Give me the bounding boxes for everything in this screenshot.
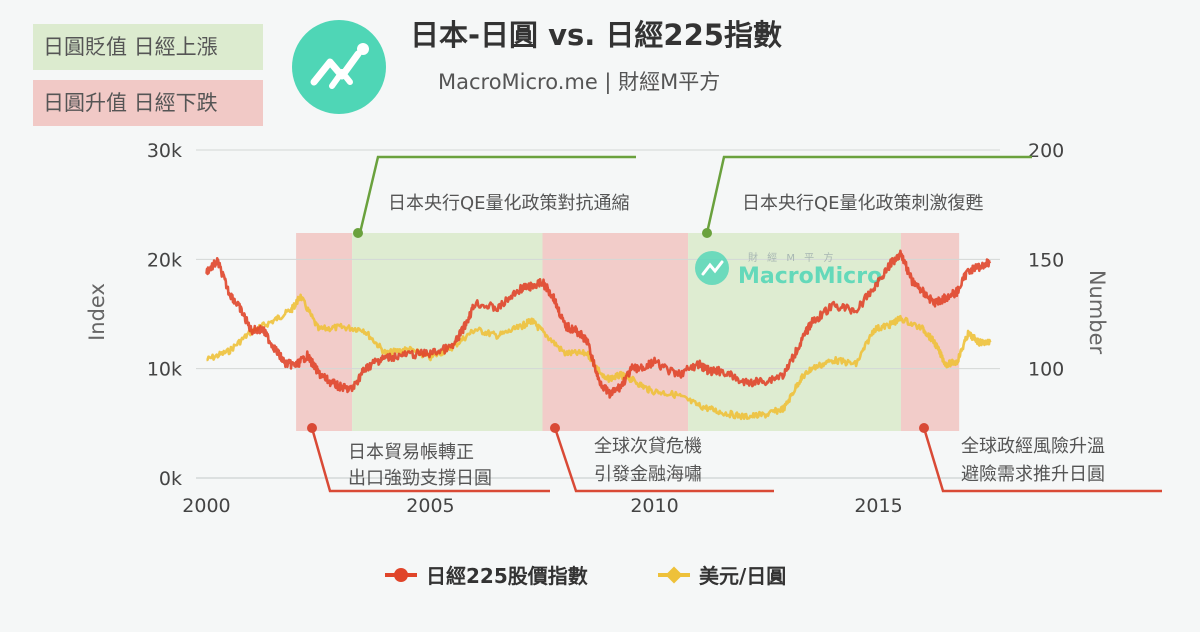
callout-line-qe1: [358, 155, 636, 234]
shaded-period-green-1: [352, 233, 543, 431]
shaded-period-red-4: [900, 233, 960, 431]
watermark: 財 經 M 平 方 MacroMicro: [695, 251, 882, 289]
annotation-risk-line2: 避險需求推升日圓: [961, 464, 1105, 485]
legend: 日經225股價指數 美元/日圓: [385, 564, 786, 588]
callout-line-qe2: [705, 155, 1032, 234]
annotation-crisis-line2: 引發金融海嘯: [594, 464, 702, 485]
watermark-brand-text: MacroMicro: [738, 264, 882, 289]
callout-line-trade: [310, 427, 550, 493]
callout-dot-qe1: [353, 228, 363, 238]
legend-nikkei-label: 日經225股價指數: [426, 564, 588, 588]
callout-global-risk: 全球政經風險升溫 避險需求推升日圓: [919, 423, 1162, 493]
y-right-axis-label: Number: [1085, 270, 1109, 355]
y-left-tick-label: 0k: [159, 468, 182, 490]
chart-subtitle: MacroMicro.me | 財經M平方: [438, 70, 721, 94]
callout-dot-crisis: [550, 423, 560, 433]
y-left-axis-label: Index: [85, 283, 109, 341]
legend-usdjpy-label: 美元/日圓: [699, 564, 786, 588]
x-tick-label: 2005: [406, 495, 454, 517]
annotation-trade-line1: 日本貿易帳轉正: [348, 442, 474, 463]
macromicro-logo: [292, 20, 386, 114]
watermark-small-text: 財 經 M 平 方: [748, 251, 836, 264]
callout-line-risk: [922, 427, 1162, 493]
annotation-trade-line2: 出口強勁支撐日圓: [348, 468, 492, 489]
annotation-crisis-line1: 全球次貸危機: [594, 436, 702, 457]
y-left-tick-label: 20k: [147, 249, 182, 271]
shaded-period-red-2: [542, 233, 689, 431]
callout-trade-surplus: 日本貿易帳轉正 出口強勁支撐日圓: [307, 423, 550, 493]
series-nikkei-line: [205, 249, 992, 399]
legend-usdjpy-marker: [665, 566, 683, 584]
chart-title: 日本-日圓 vs. 日經225指數: [410, 18, 782, 52]
callout-dot-trade: [307, 423, 317, 433]
callout-subprime: 全球次貸危機 引發金融海嘯: [550, 423, 774, 493]
chart-logo-icon: [310, 43, 369, 89]
legend-box-yen-appreciation: 日圓升值 日經下跌: [33, 80, 263, 126]
y-right-tick-label: 150: [1028, 249, 1064, 271]
legend-nikkei-marker: [394, 568, 408, 582]
callout-dot-risk: [919, 423, 929, 433]
x-tick-label: 2000: [182, 495, 230, 517]
callout-qe-deflation: 日本央行QE量化政策對抗通縮: [353, 155, 636, 238]
legend-box-yen-depreciation: 日圓貶值 日經上漲: [33, 24, 263, 70]
callout-line-crisis: [553, 427, 774, 493]
shaded-period-red-0: [296, 233, 353, 431]
callout-qe-recovery: 日本央行QE量化政策刺激復甦: [702, 155, 1032, 238]
callout-dot-qe2: [702, 228, 712, 238]
y-right-tick-label: 100: [1028, 359, 1064, 381]
y-left-tick-label: 30k: [147, 140, 182, 162]
x-tick-label: 2015: [854, 495, 902, 517]
x-tick-label: 2010: [630, 495, 678, 517]
annotation-qe1: 日本央行QE量化政策對抗通縮: [388, 193, 630, 214]
y-right-tick-label: 200: [1028, 140, 1064, 162]
annotation-qe2: 日本央行QE量化政策刺激復甦: [742, 193, 984, 214]
watermark-logo-glyph: [701, 260, 724, 276]
annotation-risk-line1: 全球政經風險升溫: [961, 436, 1105, 457]
y-left-tick-label: 10k: [147, 359, 182, 381]
